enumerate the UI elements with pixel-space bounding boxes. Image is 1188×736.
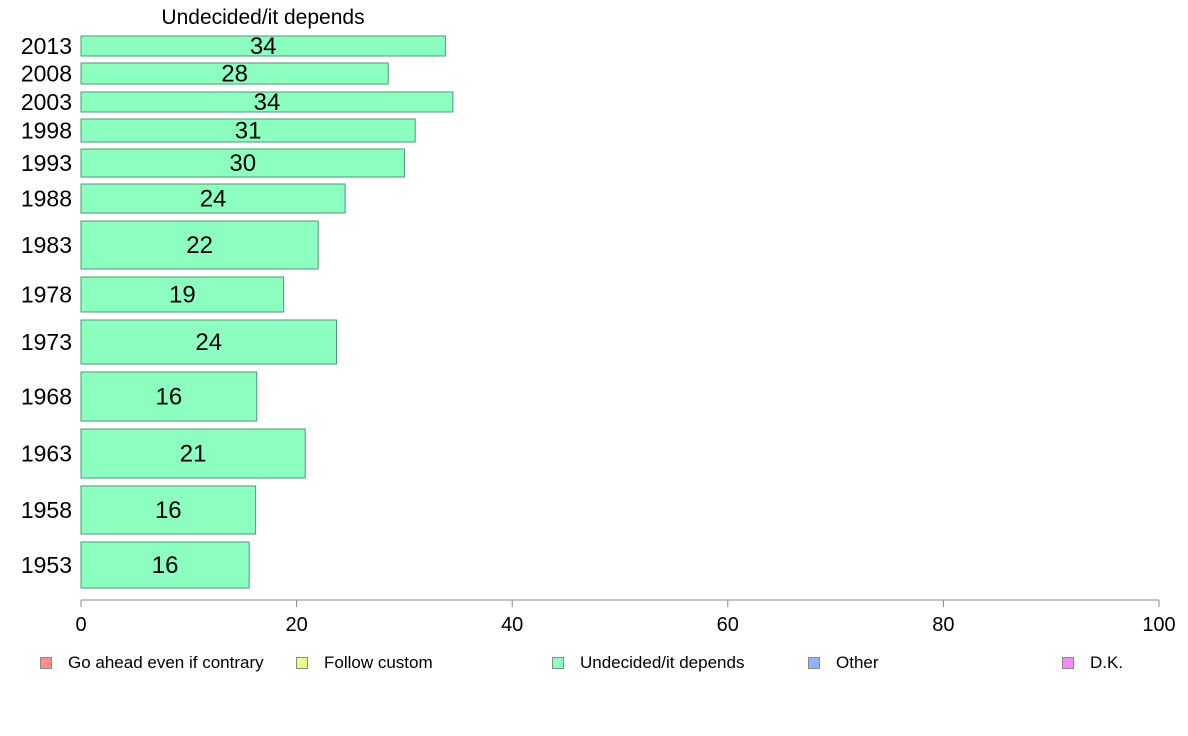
y-tick-label-2013: 2013	[21, 33, 72, 59]
data-label-1953: 16	[152, 552, 179, 579]
bar-1978	[80, 276, 285, 313]
legend-swatch-other	[808, 657, 820, 669]
legend-swatch-follow-custom	[296, 657, 308, 669]
chart-title: Undecided/it depends	[161, 6, 365, 29]
y-tick-label-1978: 1978	[21, 282, 72, 308]
y-tick-label-2008: 2008	[21, 61, 72, 87]
y-tick-label-1953: 1953	[21, 552, 72, 578]
y-tick-label-1983: 1983	[21, 232, 72, 258]
bar-2013	[80, 35, 446, 57]
data-label-2008: 28	[221, 61, 248, 88]
legend-label-other: Other	[836, 653, 879, 672]
legend-item-follow-custom: Follow custom	[296, 652, 433, 674]
data-label-1958: 16	[155, 497, 182, 524]
bar-1993	[80, 148, 405, 178]
data-label-1988: 24	[200, 186, 227, 213]
x-tick-label-60: 60	[717, 614, 739, 636]
legend-item-go-ahead: Go ahead even if contrary	[40, 652, 264, 674]
legend-label-undecided: Undecided/it depends	[580, 653, 745, 672]
y-tick-label-2003: 2003	[21, 89, 72, 115]
x-tick-label-40: 40	[501, 614, 523, 636]
legend-item-other: Other	[808, 652, 879, 674]
legend-item-undecided: Undecided/it depends	[552, 652, 744, 674]
bar-1998	[80, 118, 416, 143]
y-tick-label-1998: 1998	[21, 118, 72, 144]
data-label-1993: 30	[229, 150, 256, 177]
data-label-1983: 22	[186, 232, 213, 259]
data-label-2013: 34	[250, 33, 277, 60]
bar-1988	[80, 183, 346, 214]
x-tick-label-80: 80	[932, 614, 954, 636]
legend: Go ahead even if contrary Follow custom …	[0, 652, 1188, 676]
bar-1963	[80, 428, 306, 479]
bar-1968	[80, 371, 258, 422]
data-label-1978: 19	[169, 282, 196, 309]
legend-swatch-undecided	[552, 657, 564, 669]
x-tick-label-100: 100	[1142, 614, 1175, 636]
bar-2003	[80, 91, 454, 113]
bar-1973	[80, 319, 337, 365]
bar-1983	[80, 220, 319, 270]
y-tick-label-1988: 1988	[21, 186, 72, 212]
legend-label-dk: D.K.	[1090, 653, 1124, 672]
data-label-1963: 21	[180, 441, 207, 468]
data-label-1998: 31	[235, 118, 262, 145]
x-tick-label-20: 20	[285, 614, 307, 636]
data-label-2003: 34	[254, 89, 281, 116]
bar-2008	[80, 62, 389, 85]
legend-label-go-ahead: Go ahead even if contrary	[68, 653, 264, 672]
bar-1953	[80, 541, 250, 589]
x-tick-label-0: 0	[75, 614, 86, 636]
y-tick-label-1993: 1993	[21, 150, 72, 176]
y-tick-label-1963: 1963	[21, 441, 72, 467]
data-label-1968: 16	[156, 384, 183, 411]
legend-swatch-dk	[1062, 657, 1074, 669]
data-label-1973: 24	[195, 329, 222, 356]
bar-1958	[80, 485, 257, 535]
legend-swatch-go-ahead	[40, 657, 52, 669]
legend-label-follow-custom: Follow custom	[324, 653, 433, 672]
legend-item-dk: D.K.	[1062, 652, 1123, 674]
y-tick-label-1973: 1973	[21, 329, 72, 355]
y-tick-label-1958: 1958	[21, 497, 72, 523]
y-tick-label-1968: 1968	[21, 384, 72, 410]
